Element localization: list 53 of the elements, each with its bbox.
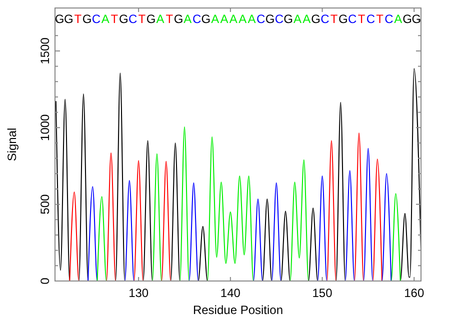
annotation: A [248,12,256,26]
annotation: C [366,12,376,26]
annotation: A [302,12,311,26]
annotation: G [265,12,275,26]
y-axis-title: Signal [5,128,19,162]
annotation: T [376,12,384,26]
annotation: G [284,12,293,26]
annotation: A [293,12,302,26]
annotation: T [166,12,174,26]
annotation: A [184,12,192,26]
annotation: C [128,12,138,26]
line-series [88,148,392,281]
annotation: T [138,12,146,26]
annotation: G [174,12,184,26]
annotation: T [110,12,119,26]
x-tick-label: 160 [404,286,424,300]
annotation: T [74,12,82,26]
y-tick-label: 1500 [38,37,52,64]
y-tick-label: 1000 [38,114,52,141]
annotation: T [330,12,338,26]
annotation: T [358,12,366,26]
annotation: G [82,12,92,26]
annotation: C [192,12,202,26]
annotation: C [274,12,284,26]
x-tick-label: 130 [128,286,149,300]
annotation: G [146,12,156,26]
annotation: C [384,12,394,26]
annotation: A [156,12,164,26]
annotation: A [229,12,238,26]
annotation: A [238,12,247,26]
x-axis-title: Residue Position [192,303,284,317]
x-tick-label: 150 [312,286,333,300]
y-tick-label: 0 [38,277,52,284]
line-series [55,68,421,281]
annotation: G [64,12,74,26]
annotation: A [211,12,220,26]
line-series [96,126,401,281]
annotation: A [220,12,228,26]
annotation: C [348,12,358,26]
annotation: G [54,12,64,26]
annotation: C [320,12,330,26]
annotation: G [338,12,348,26]
annotation: G [412,12,422,26]
annotation: C [256,12,266,26]
annotation: C [92,12,101,26]
annotation: G [118,12,128,26]
annotation: A [101,12,110,26]
annotation: G [201,12,211,26]
y-tick-label: 500 [38,194,52,214]
annotation: G [311,12,320,26]
x-tick-label: 140 [220,286,241,300]
annotation: G [402,12,412,26]
annotation: A [394,12,402,26]
